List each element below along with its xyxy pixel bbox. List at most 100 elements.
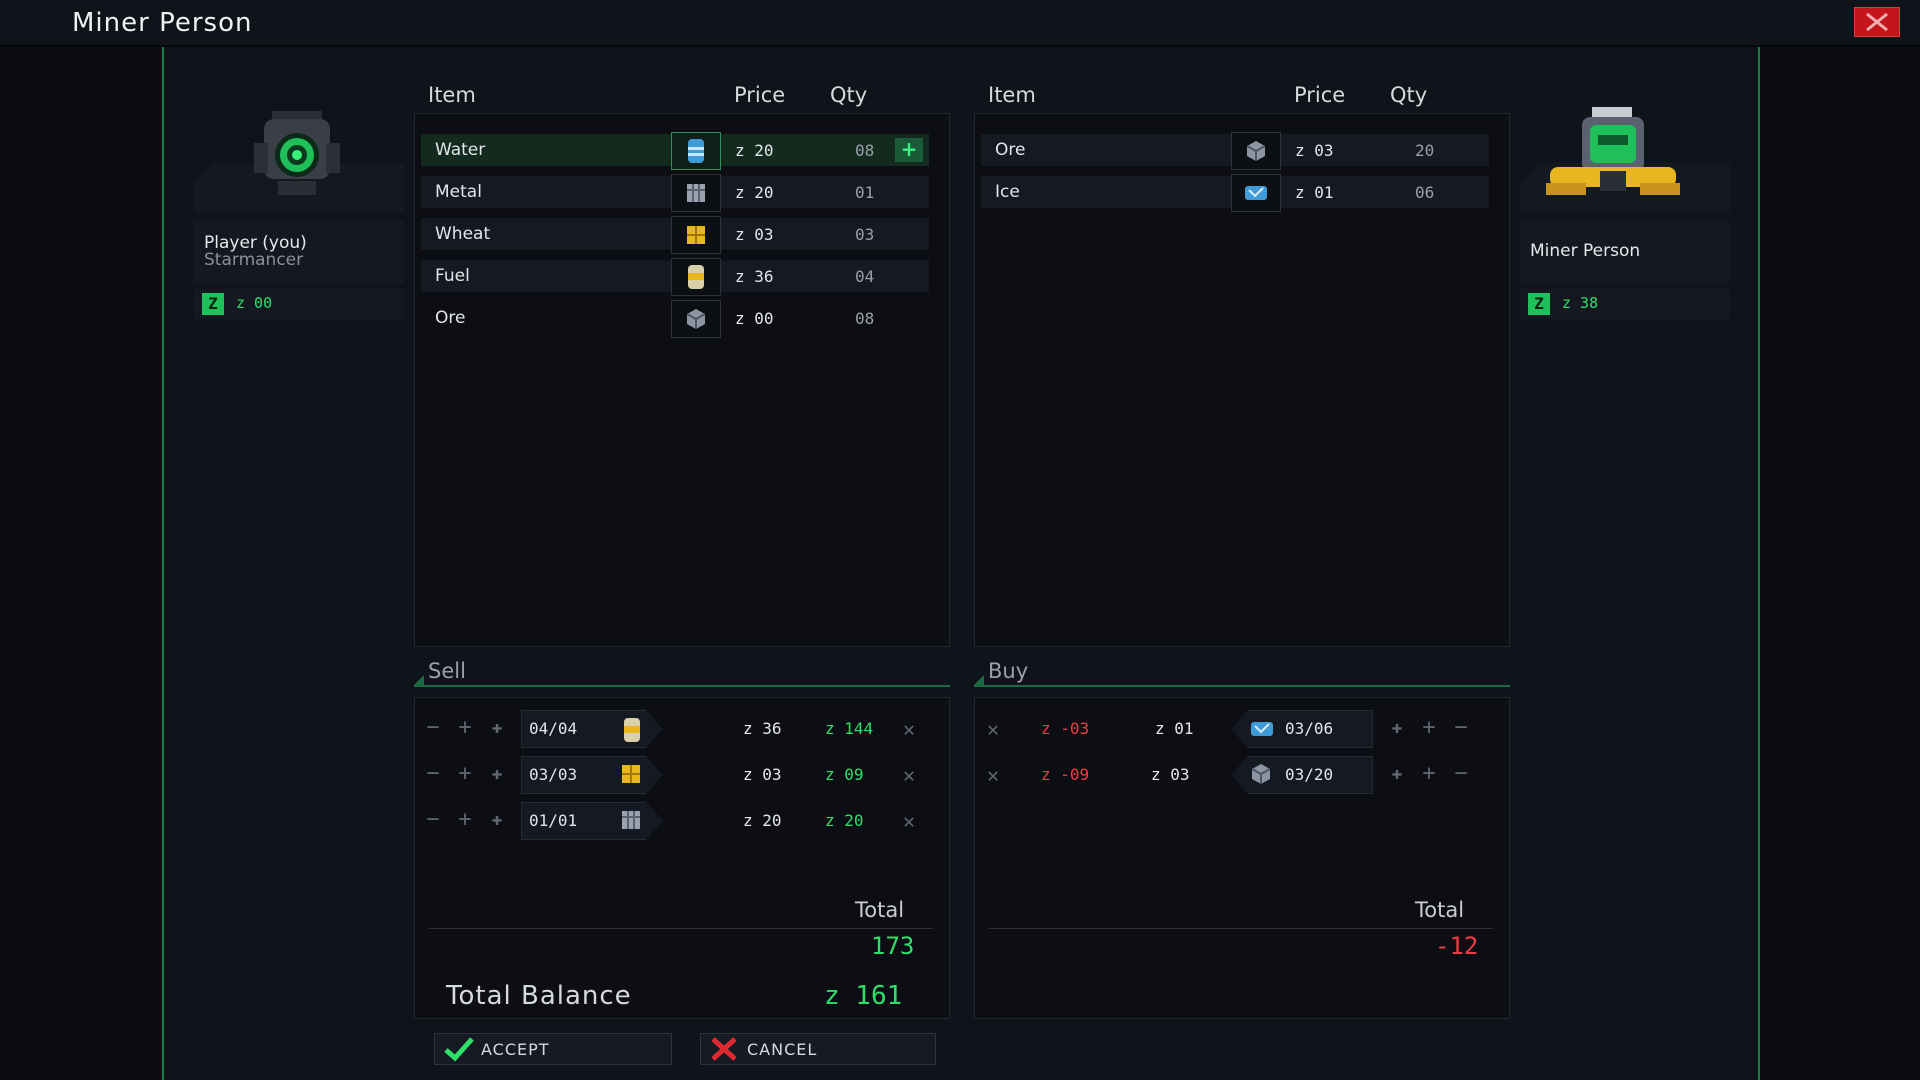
trader-name: Miner Person bbox=[1530, 241, 1641, 261]
total-balance-label: Total Balance bbox=[446, 981, 632, 1011]
buy-panel: ✕ z -03 z 01 03/06 ✚ + − ✕ z -09 z 03 03… bbox=[974, 697, 1510, 1019]
plus-all-button[interactable]: ✚ bbox=[491, 717, 503, 738]
metal-crate-icon bbox=[622, 811, 640, 829]
fuel-canister-icon bbox=[624, 718, 640, 742]
player-col-item: Item bbox=[428, 83, 476, 107]
trade-window: Player (you) Starmancer Z z 00 Miner Per… bbox=[162, 47, 1760, 1080]
sell-total-divider bbox=[429, 928, 933, 929]
plus-button[interactable]: + bbox=[458, 807, 472, 832]
sell-price: z 20 bbox=[743, 811, 782, 830]
table-row: ✕ z -03 z 01 03/06 ✚ + − bbox=[975, 710, 1509, 748]
plus-button[interactable]: + bbox=[1422, 715, 1436, 740]
plus-button[interactable]: + bbox=[1422, 761, 1436, 786]
buy-corner bbox=[974, 675, 984, 685]
ice-crate-icon bbox=[1231, 174, 1281, 212]
item-price: z 01 bbox=[1295, 183, 1334, 202]
plus-all-button[interactable]: ✚ bbox=[1391, 717, 1403, 738]
item-qty: 08 bbox=[855, 141, 875, 160]
minus-button[interactable]: − bbox=[1454, 761, 1468, 786]
list-item[interactable]: Water z 20 08 + bbox=[421, 132, 929, 170]
sell-qty: 04/04 bbox=[529, 719, 578, 738]
remove-button[interactable]: ✕ bbox=[902, 809, 916, 833]
list-item[interactable]: Ice z 01 06 bbox=[981, 174, 1489, 212]
item-price: z 36 bbox=[735, 267, 774, 286]
trader-col-price: Price bbox=[1294, 83, 1346, 107]
minus-button[interactable]: − bbox=[1454, 715, 1468, 740]
close-button[interactable] bbox=[1854, 7, 1900, 37]
credits-icon: Z bbox=[1528, 293, 1550, 315]
minus-button[interactable]: − bbox=[426, 715, 440, 740]
wheat-crate-icon bbox=[671, 216, 721, 254]
remove-button[interactable]: ✕ bbox=[902, 717, 916, 741]
player-money-value: z 00 bbox=[236, 294, 273, 312]
ore-crate-icon bbox=[1251, 764, 1271, 784]
list-item[interactable]: Ore z 03 20 bbox=[981, 132, 1489, 170]
table-row: − + ✚ 03/03 z 03 z 09 ✕ bbox=[415, 756, 949, 794]
buy-row-total: z -03 bbox=[1041, 719, 1090, 738]
player-portrait bbox=[194, 103, 404, 213]
player-col-qty: Qty bbox=[830, 83, 868, 107]
buy-heading: Buy bbox=[988, 659, 1029, 683]
plus-button[interactable]: + bbox=[458, 761, 472, 786]
remove-button[interactable]: ✕ bbox=[902, 763, 916, 787]
accept-button[interactable]: ACCEPT bbox=[434, 1033, 672, 1065]
buy-divider bbox=[974, 685, 1510, 687]
add-to-sell-button[interactable]: + bbox=[895, 138, 923, 162]
minus-button[interactable]: − bbox=[426, 807, 440, 832]
trader-portrait bbox=[1520, 103, 1730, 213]
checkmark-icon bbox=[444, 1037, 474, 1062]
list-item[interactable]: Fuel z 36 04 bbox=[421, 258, 929, 296]
quantity-stepper[interactable] bbox=[521, 710, 663, 748]
remove-button[interactable]: ✕ bbox=[986, 717, 1000, 741]
player-money: Z z 00 bbox=[194, 289, 404, 319]
plus-button[interactable]: + bbox=[458, 715, 472, 740]
player-inventory-panel: Water z 20 08 + Metal z 20 01 Wheat z 03… bbox=[414, 113, 950, 647]
list-item[interactable]: Wheat z 03 03 bbox=[421, 216, 929, 254]
minus-button[interactable]: − bbox=[426, 761, 440, 786]
window-title: Miner Person bbox=[72, 8, 253, 38]
remove-button[interactable]: ✕ bbox=[986, 763, 1000, 787]
cancel-button[interactable]: CANCEL bbox=[700, 1033, 936, 1065]
plus-all-button[interactable]: ✚ bbox=[491, 763, 503, 784]
miner-avatar-icon bbox=[1520, 107, 1730, 213]
sell-corner bbox=[414, 675, 424, 685]
sell-total-value: 173 bbox=[871, 932, 915, 960]
sell-row-total: z 20 bbox=[825, 811, 864, 830]
item-name: Metal bbox=[435, 182, 482, 202]
buy-price: z 03 bbox=[1151, 765, 1190, 784]
ore-crate-icon bbox=[1231, 132, 1281, 170]
item-qty: 08 bbox=[855, 309, 875, 328]
sell-row-total: z 144 bbox=[825, 719, 874, 738]
table-row: − + ✚ 04/04 z 36 z 144 ✕ bbox=[415, 710, 949, 748]
trader-money-value: z 38 bbox=[1562, 294, 1599, 312]
wheat-crate-icon bbox=[622, 765, 640, 783]
item-price: z 03 bbox=[1295, 141, 1334, 160]
plus-all-button[interactable]: ✚ bbox=[1391, 763, 1403, 784]
player-card: Player (you) Starmancer bbox=[194, 221, 404, 283]
item-qty: 01 bbox=[855, 183, 875, 202]
sell-price: z 36 bbox=[743, 719, 782, 738]
list-item[interactable]: Metal z 20 01 bbox=[421, 174, 929, 212]
buy-total-label: Total bbox=[1415, 898, 1465, 922]
item-price: z 00 bbox=[735, 309, 774, 328]
item-price: z 20 bbox=[735, 141, 774, 160]
trader-card: Miner Person bbox=[1520, 221, 1730, 283]
player-name: Player (you) bbox=[204, 233, 307, 253]
sell-heading: Sell bbox=[428, 659, 466, 683]
item-name: Fuel bbox=[435, 266, 470, 286]
plus-all-button[interactable]: ✚ bbox=[491, 809, 503, 830]
fuel-canister-icon bbox=[671, 258, 721, 296]
item-qty: 04 bbox=[855, 267, 875, 286]
sell-total-label: Total bbox=[855, 898, 905, 922]
table-row: ✕ z -09 z 03 03/20 ✚ + − bbox=[975, 756, 1509, 794]
title-bar: Miner Person bbox=[0, 0, 1920, 47]
total-balance-value: z 161 bbox=[824, 981, 903, 1011]
player-robot-icon bbox=[194, 111, 404, 213]
trader-col-qty: Qty bbox=[1390, 83, 1428, 107]
table-row: − + ✚ 01/01 z 20 z 20 ✕ bbox=[415, 802, 949, 840]
sell-qty: 01/01 bbox=[529, 811, 578, 830]
player-subtitle: Starmancer bbox=[204, 250, 304, 270]
player-col-price: Price bbox=[734, 83, 786, 107]
list-item[interactable]: Ore z 00 08 bbox=[421, 300, 929, 338]
trader-col-item: Item bbox=[988, 83, 1036, 107]
